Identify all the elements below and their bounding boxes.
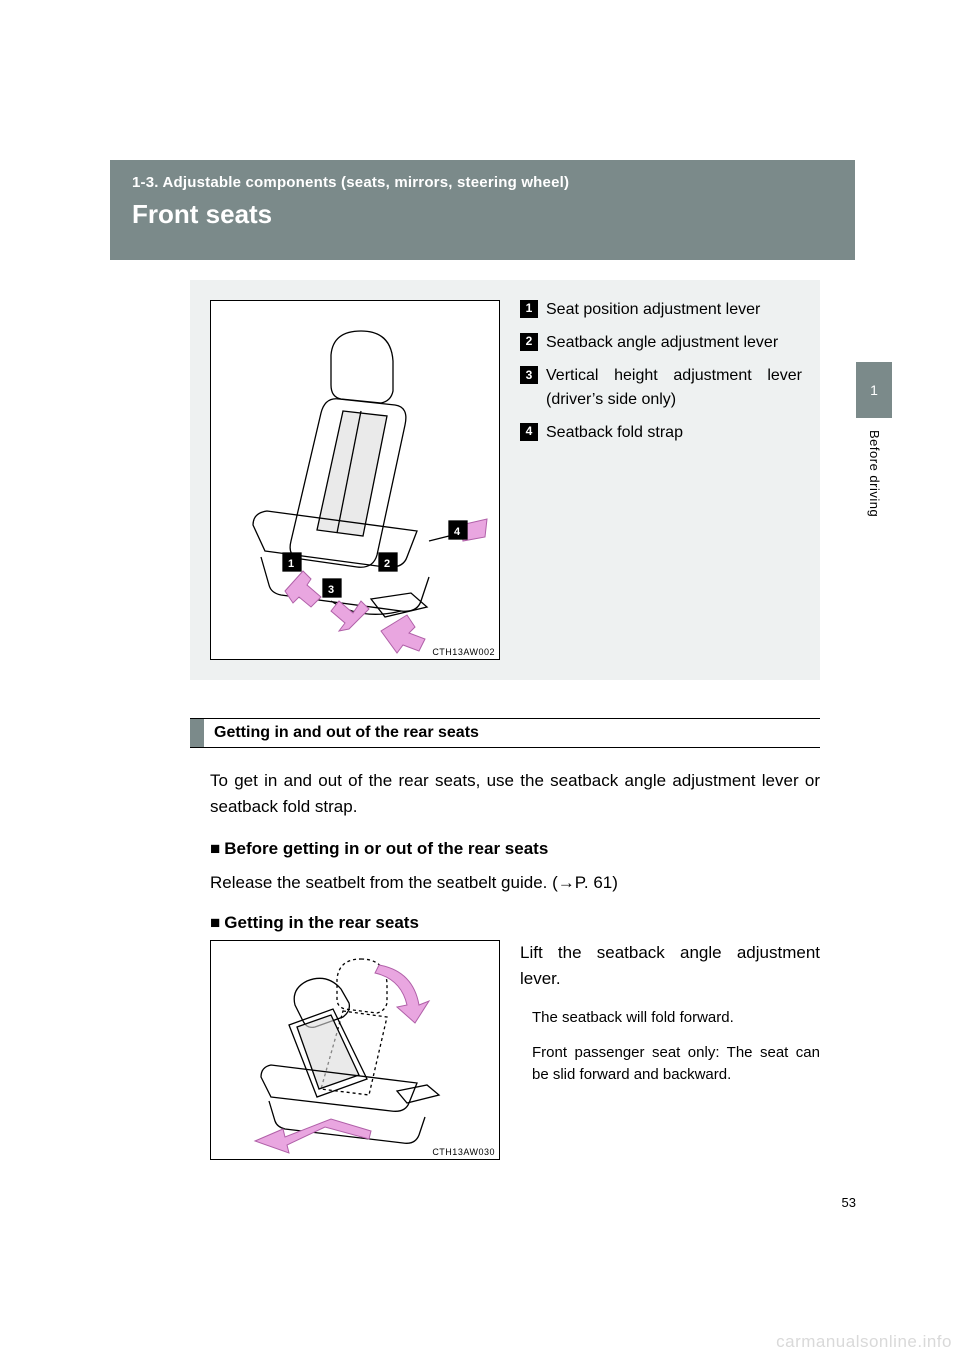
subsection-header: Getting in and out of the rear seats (190, 718, 820, 748)
section-header: 1-3. Adjustable components (seats, mirro… (110, 160, 855, 260)
callout-item: 1 Seat position adjustment lever (520, 298, 802, 321)
heading: ■Getting in the rear seats (210, 910, 820, 936)
heading-text: Getting in the rear seats (224, 913, 419, 932)
section-path: 1-3. Adjustable components (seats, mirro… (132, 174, 833, 191)
page-number: 53 (842, 1195, 856, 1210)
figure-caption: CTH13AW030 (432, 1147, 495, 1157)
callout-text: Vertical height adjustment lever (driver… (546, 364, 802, 410)
heading: ■Before getting in or out of the rear se… (210, 836, 820, 862)
chapter-label: Before driving (867, 430, 882, 517)
paragraph: Release the seatbelt from the seatbelt g… (210, 870, 820, 896)
svg-text:2: 2 (384, 558, 390, 570)
subsection-accent-bar (190, 719, 204, 747)
manual-page: 1-3. Adjustable components (seats, mirro… (0, 0, 960, 1358)
chapter-number: 1 (870, 382, 878, 398)
square-bullet-icon: ■ (210, 913, 220, 932)
overview-panel: 1 2 3 4 CTH13AW002 1 Seat position adjus… (190, 280, 820, 680)
seat-fold-diagram-icon (211, 941, 501, 1161)
svg-text:3: 3 (328, 584, 334, 596)
callout-number: 2 (520, 333, 538, 351)
callout-number: 4 (520, 423, 538, 441)
watermark: carmanualsonline.info (776, 1332, 952, 1352)
callout-number: 1 (520, 300, 538, 318)
callout-text: Seatback fold strap (546, 421, 802, 444)
chapter-tab: 1 (856, 362, 892, 418)
svg-text:1: 1 (288, 558, 294, 570)
seat-fold-figure: CTH13AW030 (210, 940, 500, 1160)
step-lead: Lift the seatback angle adjustment lever… (520, 940, 820, 991)
callout-text: Seat position adjustment lever (546, 298, 802, 321)
seat-controls-figure: 1 2 3 4 CTH13AW002 (210, 300, 500, 660)
callout-number: 3 (520, 366, 538, 384)
callout-item: 3 Vertical height adjustment lever (driv… (520, 364, 802, 410)
step-note: The seatback will fold forward. (520, 1007, 820, 1030)
step-note: Front passenger seat only: The seat can … (520, 1042, 820, 1087)
callout-list: 1 Seat position adjustment lever 2 Seatb… (520, 298, 802, 454)
section-title: Front seats (132, 199, 833, 230)
callout-item: 4 Seatback fold strap (520, 421, 802, 444)
figure-caption: CTH13AW002 (432, 647, 495, 657)
paragraph: To get in and out of the rear seats, use… (210, 768, 820, 819)
step-block: CTH13AW030 Lift the seatback angle adjus… (210, 940, 820, 1160)
callout-item: 2 Seatback angle adjustment lever (520, 331, 802, 354)
svg-text:4: 4 (454, 526, 461, 538)
callout-text: Seatback angle adjustment lever (546, 331, 802, 354)
square-bullet-icon: ■ (210, 839, 220, 858)
subsection-title: Getting in and out of the rear seats (214, 724, 479, 742)
seat-diagram-icon: 1 2 3 4 (211, 301, 501, 661)
heading-text: Before getting in or out of the rear sea… (224, 839, 548, 858)
step-text: Lift the seatback angle adjustment lever… (500, 940, 820, 1160)
